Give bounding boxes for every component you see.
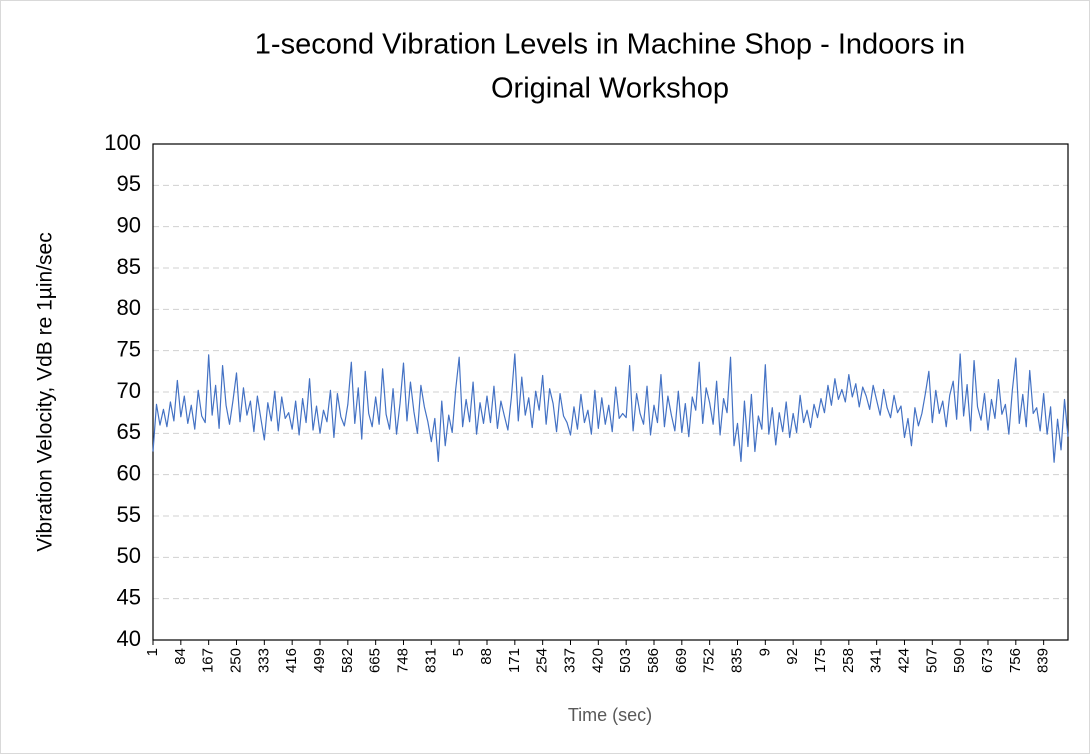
x-tick-label: 835 [728,648,745,673]
x-tick-label: 254 [534,648,551,673]
x-tick-label: 590 [951,648,968,673]
x-tick-label: 507 [923,648,940,673]
y-tick-label: 45 [117,584,141,609]
x-tick-label: 669 [673,648,690,673]
x-tick-label: 333 [255,648,272,673]
y-tick-label: 40 [117,626,141,651]
y-tick-label: 75 [117,336,141,361]
x-tick-label: 424 [895,648,912,673]
x-tick-label: 416 [283,648,300,673]
x-tick-label: 5 [450,648,467,656]
x-tick-label: 582 [339,648,356,673]
y-tick-label: 90 [117,212,141,237]
y-axis-label: Vibration Velocity, VdB re 1µin/sec [34,232,57,552]
x-tick-label: 88 [478,648,495,665]
x-tick-label: 756 [1007,648,1024,673]
y-tick-label: 95 [117,171,141,196]
y-tick-label: 60 [117,460,141,485]
y-tick-label: 50 [117,543,141,568]
x-tick-label: 831 [422,648,439,673]
x-tick-label: 752 [701,648,718,673]
y-tick-label: 80 [117,295,141,320]
plot-frame [152,143,1069,641]
x-tick-label: 420 [589,648,606,673]
x-tick-label: 839 [1035,648,1052,673]
x-tick-label: 175 [812,648,829,673]
chart-title: Original Workshop [491,73,729,105]
x-tick-label: 499 [311,648,328,673]
x-tick-label: 665 [367,648,384,673]
x-tick-label: 503 [617,648,634,673]
y-tick-label: 70 [117,378,141,403]
y-tick-label: 55 [117,502,141,527]
x-tick-label: 171 [506,648,523,673]
x-tick-label: 250 [227,648,244,673]
x-tick-label: 258 [840,648,857,673]
x-tick-label: 1 [144,648,161,656]
x-tick-label: 341 [868,648,885,673]
x-tick-label: 337 [561,648,578,673]
x-tick-label: 748 [394,648,411,673]
data-line [152,353,1069,463]
x-tick-label: 9 [756,648,773,656]
x-tick-label: 673 [979,648,996,673]
x-axis-label: Time (sec) [568,705,652,725]
x-tick-label: 84 [172,648,189,665]
x-tick-label: 167 [200,648,217,673]
y-tick-label: 100 [104,130,141,155]
y-tick-label: 65 [117,419,141,444]
x-tick-label: 586 [645,648,662,673]
x-tick-label: 92 [784,648,801,665]
y-tick-label: 85 [117,254,141,279]
chart-title: 1-second Vibration Levels in Machine Sho… [255,29,965,61]
